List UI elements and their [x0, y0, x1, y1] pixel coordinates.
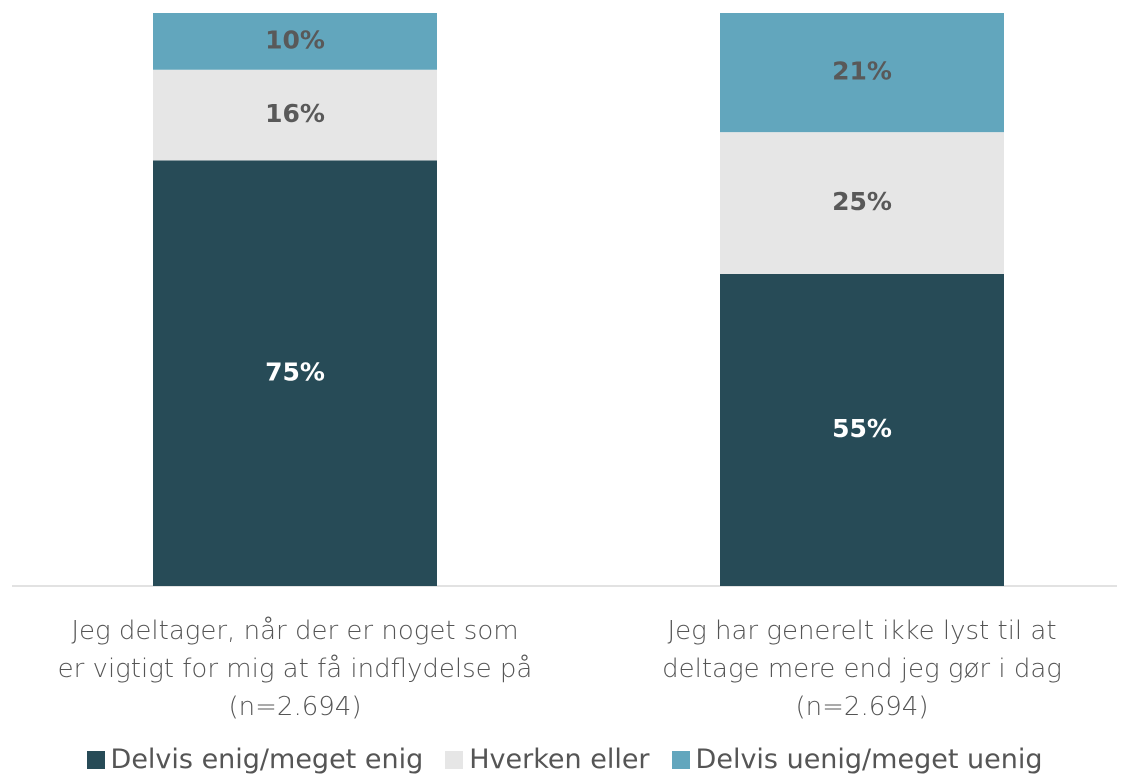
- legend-label: Hverken eller: [469, 744, 650, 775]
- bar-segment: [720, 273, 1004, 586]
- value-label: 55%: [832, 414, 892, 443]
- value-label: 25%: [832, 187, 892, 216]
- category-label: Jeg har generelt ikke lyst til at deltag…: [662, 616, 1062, 722]
- legend-label: Delvis uenig/meget uenig: [695, 744, 1043, 775]
- value-label: 16%: [265, 99, 325, 128]
- legend-swatch: [445, 750, 464, 769]
- bar-segment: [153, 13, 437, 70]
- legend: Delvis enig/meget enig Hverken eller Delvi…: [0, 744, 1129, 775]
- legend-item: Delvis enig/meget enig: [86, 744, 424, 775]
- legend-swatch: [86, 750, 105, 769]
- bar-segment: [153, 69, 437, 161]
- value-label: 10%: [265, 25, 325, 54]
- legend-swatch: [671, 750, 690, 769]
- category-label: Jeg deltager, når der er noget som er vi…: [57, 616, 533, 722]
- legend-label: Delvis enig/meget enig: [110, 744, 424, 775]
- value-label: 21%: [832, 57, 892, 86]
- bar-segment: [720, 13, 1004, 133]
- value-label: 75%: [265, 357, 325, 386]
- legend-item: Delvis uenig/meget uenig: [671, 744, 1043, 775]
- bar-segment: [720, 132, 1004, 274]
- legend-item: Hverken eller: [445, 744, 650, 775]
- bar-segment: [153, 160, 437, 586]
